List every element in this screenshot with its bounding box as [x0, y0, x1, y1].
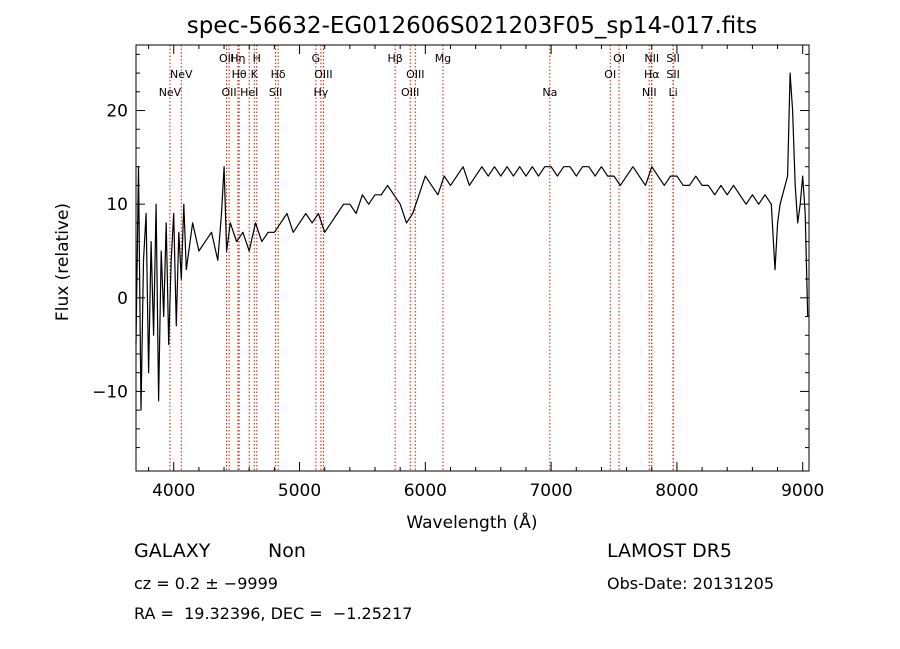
x-tick-label: 4000: [152, 481, 195, 501]
observation-date: Obs-Date: 20131205: [607, 574, 775, 593]
chart-title: spec-56632-EG012606S021203F05_sp14-017.f…: [187, 13, 758, 39]
line-label: Hα: [644, 68, 660, 81]
redshift-cz: cz = 0.2 ± −9999: [134, 574, 278, 593]
line-label: Hβ: [387, 52, 402, 65]
line-label: Na: [542, 86, 557, 99]
line-label: NeV: [159, 86, 182, 99]
line-label: NeV: [170, 68, 193, 81]
line-label: OI: [613, 52, 625, 65]
x-tick-label: 5000: [278, 481, 321, 501]
line-label: Hθ: [232, 68, 247, 81]
line-label: OIII: [314, 68, 332, 81]
series-layer: [135, 72, 809, 411]
line-label: K: [251, 68, 259, 81]
line-label: SII: [666, 52, 679, 65]
x-tick-label: 6000: [404, 481, 447, 501]
line-label: Li: [669, 86, 678, 99]
x-tick-label: 9000: [781, 481, 824, 501]
spectral-class: GALAXY: [134, 540, 211, 562]
y-tick-label: −10: [92, 382, 128, 402]
line-label: SII: [666, 68, 679, 81]
spectrum-line: [135, 72, 809, 411]
line-label: HeI: [240, 86, 258, 99]
y-tick-label: 0: [117, 289, 128, 309]
y-axis-label: Flux (relative): [53, 203, 73, 321]
plot-frame: [135, 44, 810, 472]
line-label: OII: [219, 52, 234, 65]
x-tick-label: 7000: [529, 481, 572, 501]
line-label: G: [312, 52, 321, 65]
line-label: Mg: [435, 52, 451, 65]
line-label: SII: [269, 86, 282, 99]
line-label: Hη: [230, 52, 245, 65]
line-label: OI: [604, 68, 616, 81]
y-tick-label: 10: [106, 195, 128, 215]
line-label: NII: [642, 86, 657, 99]
survey-name: LAMOST DR5: [607, 540, 732, 562]
y-tick-label: 20: [106, 102, 128, 122]
spectral-subclass: Non: [268, 540, 306, 562]
line-label: OIII: [406, 68, 424, 81]
line-label: Hδ: [271, 68, 286, 81]
ra-dec: RA = 19.32396, DEC = −1.25217: [134, 604, 413, 623]
emission-lines-layer: [169, 45, 674, 471]
line-label: OII: [222, 86, 237, 99]
line-label: H: [253, 52, 261, 65]
x-axis-label: Wavelength (Å): [406, 511, 537, 533]
line-label: OIII: [401, 86, 419, 99]
x-tick-label: 8000: [655, 481, 698, 501]
line-label: Hγ: [314, 86, 329, 99]
ticks-layer: 4000 5000 6000 7000 8000 9000 −10 0 10 20: [92, 45, 824, 501]
line-label: NII: [644, 52, 659, 65]
